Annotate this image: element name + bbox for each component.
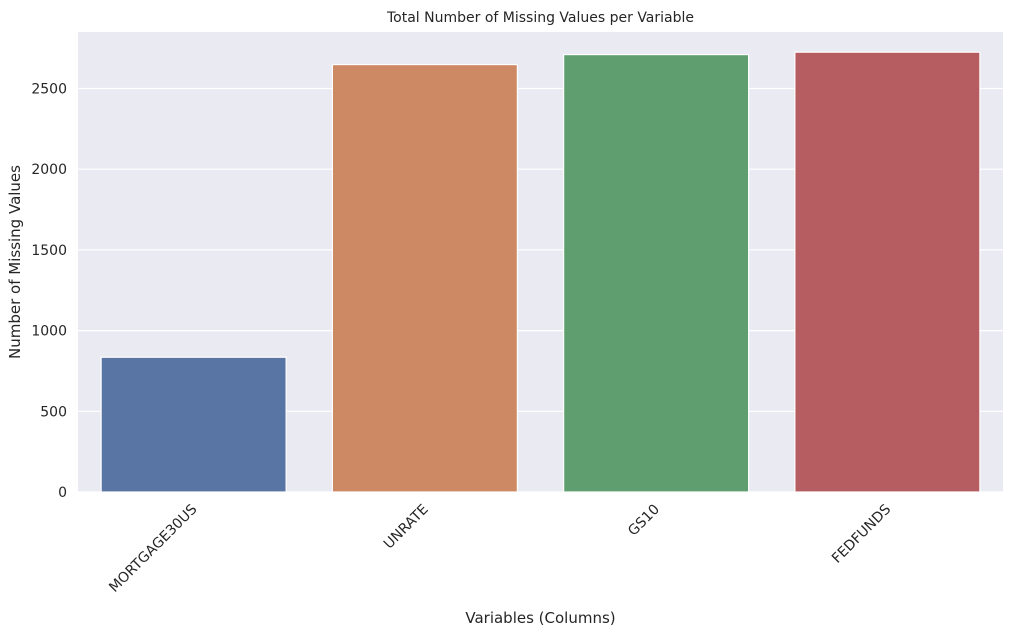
y-tick-label: 2500 [31, 81, 67, 97]
x-tick-label: GS10 [625, 502, 663, 540]
chart-title: Total Number of Missing Values per Varia… [386, 10, 694, 26]
y-axis-label: Number of Missing Values [6, 165, 24, 359]
y-tick-labels: 0 500 1000 1500 2000 2500 [31, 81, 67, 501]
x-tick-labels: MORTGAGE30US UNRATE GS10 FEDFUNDS [106, 501, 894, 595]
x-tick-label: FEDFUNDS [829, 501, 894, 566]
bars [100, 51, 981, 493]
y-tick-label: 2000 [31, 162, 67, 178]
y-tick-label: 1000 [31, 324, 67, 340]
bar-gs10 [563, 53, 750, 493]
y-tick-label: 1500 [31, 243, 67, 259]
bar-mortgage30us [100, 356, 287, 493]
y-tick-label: 0 [58, 485, 67, 501]
x-tick-label: MORTGAGE30US [106, 501, 200, 595]
bar-fedfunds [794, 51, 981, 493]
x-tick-label: UNRATE [381, 502, 432, 553]
x-axis-label: Variables (Columns) [465, 609, 615, 627]
y-tick-label: 500 [40, 404, 67, 420]
bar-unrate [331, 64, 518, 493]
